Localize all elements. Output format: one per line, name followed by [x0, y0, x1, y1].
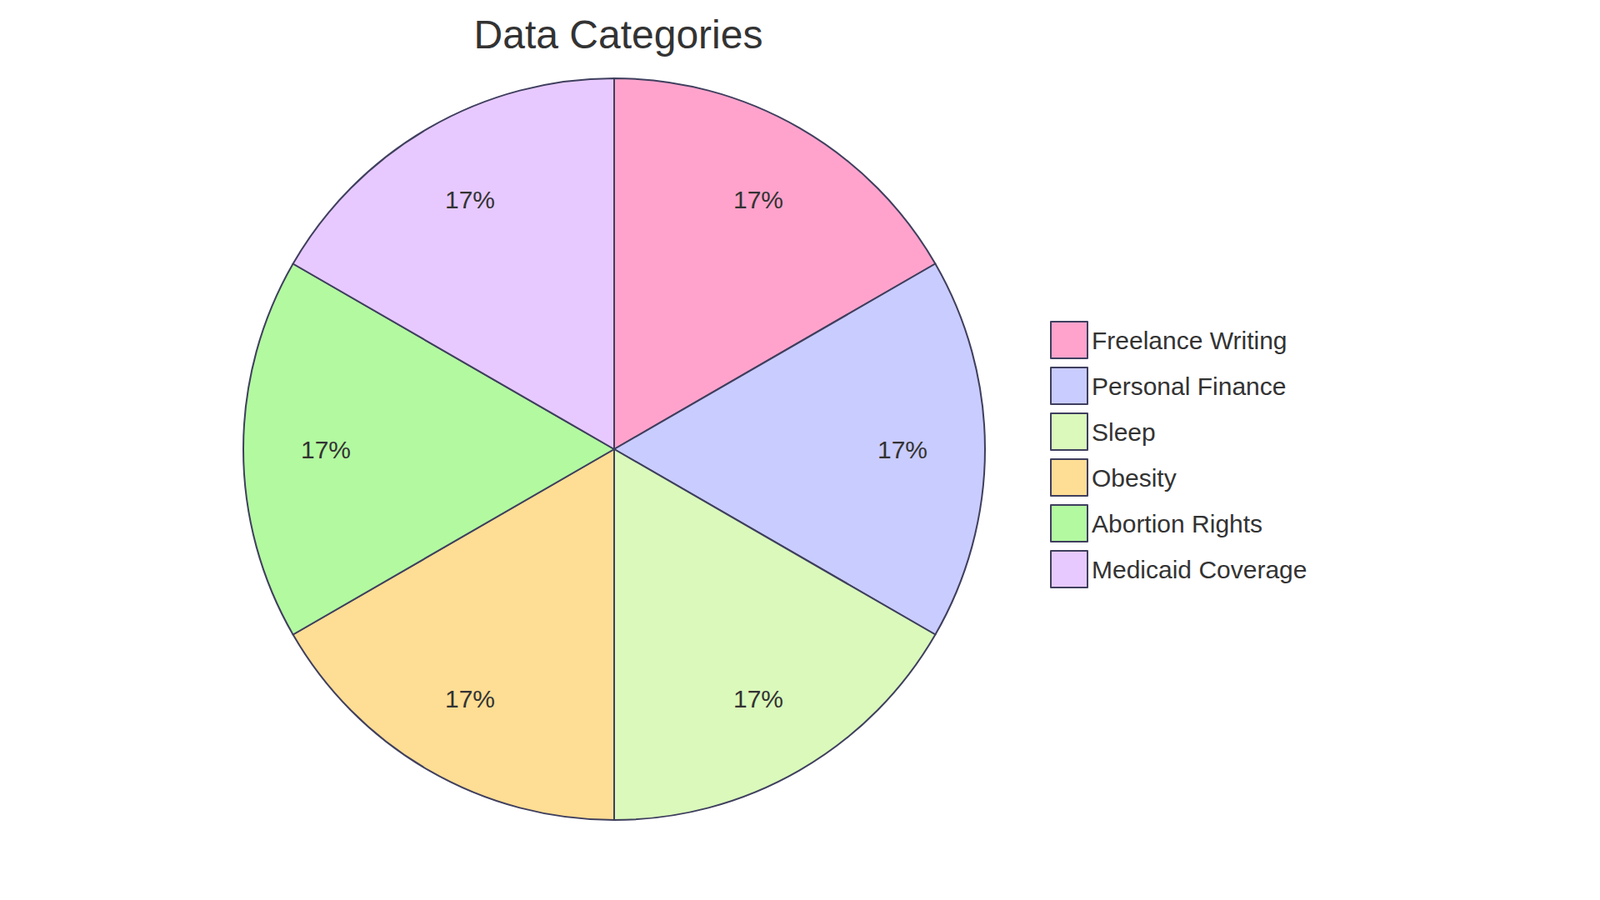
svg-text:Freelance Writing: Freelance Writing [1091, 326, 1288, 355]
svg-text:Obesity: Obesity [1091, 464, 1177, 492]
svg-text:17%: 17% [733, 185, 784, 214]
svg-text:17%: 17% [300, 435, 351, 464]
svg-text:Medicaid Coverage: Medicaid Coverage [1091, 555, 1307, 584]
svg-text:17%: 17% [445, 685, 495, 713]
svg-text:Data Categories: Data Categories [474, 12, 764, 57]
svg-text:Abortion Rights: Abortion Rights [1091, 510, 1263, 538]
svg-text:17%: 17% [877, 435, 928, 464]
svg-text:17%: 17% [445, 185, 495, 214]
svg-text:17%: 17% [733, 685, 784, 713]
svg-text:Personal Finance: Personal Finance [1091, 372, 1286, 400]
svg-text:Sleep: Sleep [1091, 418, 1156, 446]
